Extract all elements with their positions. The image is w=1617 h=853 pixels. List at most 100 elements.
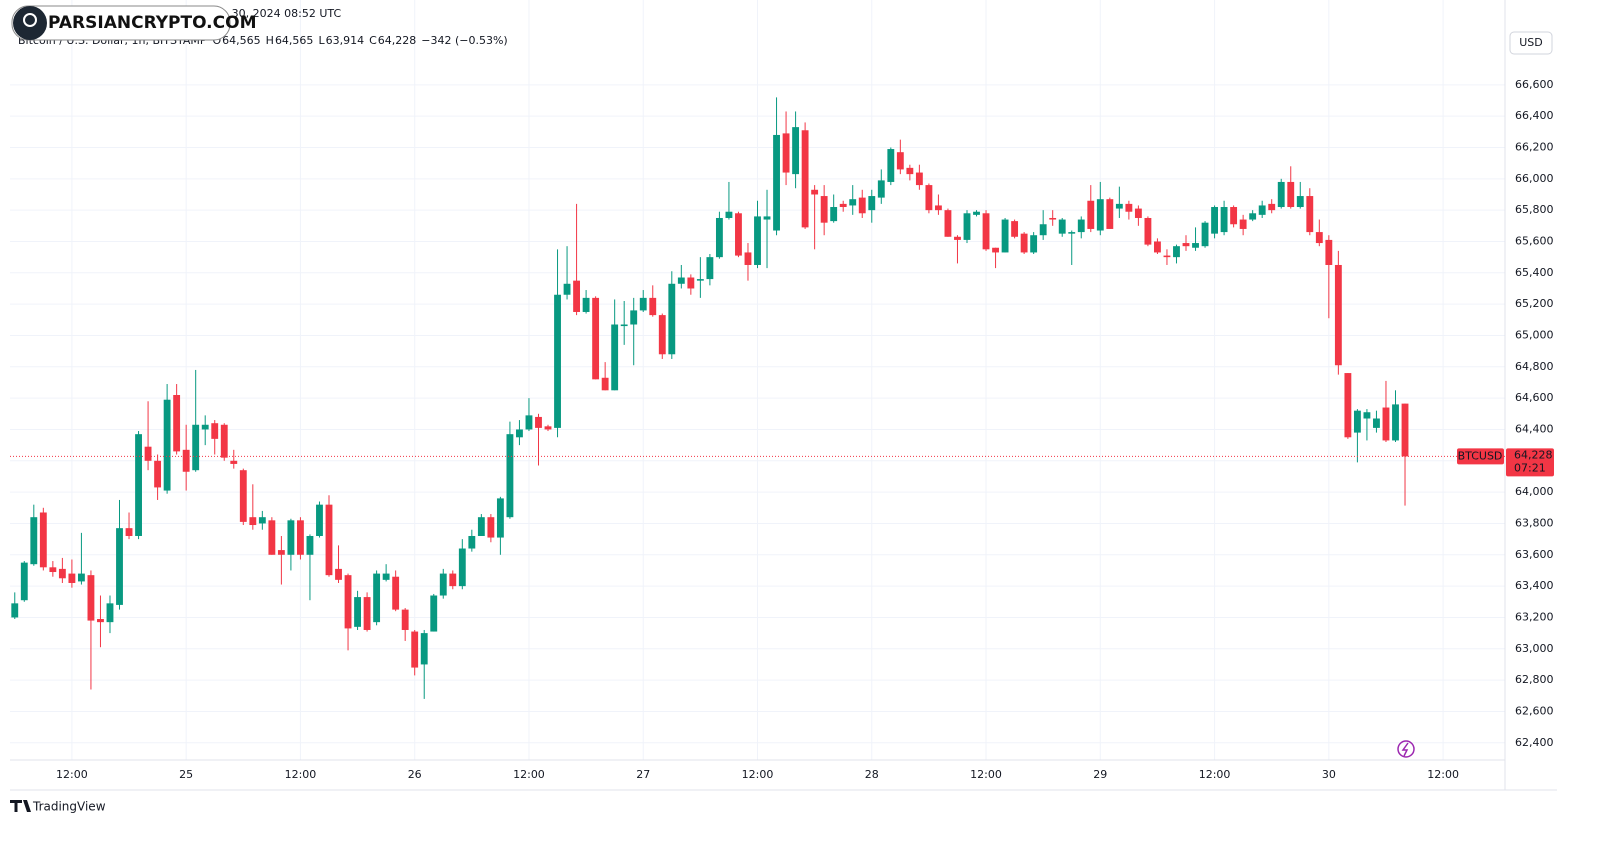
candle-body [268,520,276,555]
candle-body [639,297,647,311]
candle-body [592,297,600,380]
candle-body [1011,221,1019,237]
footer: TradingView [32,800,106,814]
candle-body [144,446,152,461]
candle-body [677,277,685,284]
candle-body [354,597,361,627]
candle-body [992,247,999,253]
y-tick-label: 64,000 [1515,485,1554,498]
candle-body [430,595,438,632]
watermark-logo-mark [23,13,37,27]
x-tick-label: 28 [865,768,879,781]
candle-body [249,517,257,526]
y-tick-label: 65,400 [1515,266,1554,279]
candle-body [1344,373,1352,438]
candle-body [1173,246,1180,258]
candle-body [954,236,961,240]
candle-body [1296,196,1304,208]
y-tick-label: 66,400 [1515,109,1554,122]
tradingview-logo [10,800,31,812]
candle-body [1220,207,1228,233]
candle-body [87,575,95,621]
candle-body [58,568,66,579]
candle-body [106,603,114,623]
alert-icon[interactable] [1397,740,1415,758]
candle-body [1230,207,1238,225]
x-tick-label: 29 [1093,768,1107,781]
legend-change: −342 (−0.53%) [421,34,507,47]
candle-body [782,133,790,173]
candle-body [1163,255,1171,258]
candle-body [1115,203,1123,209]
x-tick-label: 12:00 [1427,768,1459,781]
currency-button[interactable] [1509,31,1553,55]
legend-letter: O [212,34,221,47]
candle-body [335,568,342,580]
candle-body [11,603,19,618]
x-tick-label: 25 [179,768,193,781]
candle-body [1192,243,1199,248]
y-tick-label: 63,400 [1515,579,1554,592]
candle-body [68,573,76,583]
y-tick-label: 66,000 [1515,172,1554,185]
candle-body [1268,203,1276,211]
candle-body [715,217,723,258]
candle-body [1392,404,1399,441]
candle-body [220,424,228,458]
candle-body [30,517,38,565]
countdown-label: 07:21 [1514,461,1546,474]
candle-body [963,213,971,240]
candle-body [487,517,495,538]
candle-body [1134,208,1142,218]
candle-body [1353,410,1361,433]
grid [10,0,1505,760]
candle-body [1068,232,1076,234]
candle-body [125,528,133,536]
candle-body [858,197,866,214]
y-tick-label: 65,000 [1515,328,1554,341]
candle-body [877,180,885,198]
candle-body [20,562,28,601]
y-tick-label: 66,200 [1515,140,1554,153]
watermark: PARSIANCRYPTO.COM [11,5,256,41]
x-tick-label: 12:00 [742,768,774,781]
x-tick-label: 12:00 [1199,768,1231,781]
price-tag [1506,448,1554,477]
candle-body [744,252,752,265]
candle-body [620,324,628,327]
candle-body [773,134,780,231]
legend-value: 63,914 [326,34,365,47]
x-tick-label: 30 [1322,768,1336,781]
candle-body [344,575,352,629]
y-tick-label: 65,200 [1515,297,1554,310]
candle-body [211,423,219,439]
candle-body [458,548,466,587]
candle-body [906,167,914,175]
candle-body [1287,181,1295,208]
candle-body [973,211,980,215]
candle-body [1077,219,1085,233]
candle-body [573,280,581,312]
y-tick-label: 65,800 [1515,203,1554,216]
candle-body [792,127,800,175]
candle-body [316,504,323,536]
y-tick-label: 64,600 [1515,391,1554,404]
watermark-text: PARSIANCRYPTO.COM [48,13,256,33]
candle-body [982,213,990,250]
currency: USD [1519,36,1543,49]
candle-body [516,429,523,438]
candle-body [39,512,47,568]
candle-body [1382,407,1390,441]
candle-body [297,520,304,555]
y-tick-label: 62,400 [1515,736,1554,749]
candle-body [554,294,561,428]
candle-body [1182,243,1190,247]
candle-body [373,573,381,623]
y-tick-label: 63,600 [1515,548,1554,561]
candle-body [1249,213,1257,220]
candle-body [135,434,142,536]
candle-body [477,517,485,536]
candle-body [392,576,400,610]
